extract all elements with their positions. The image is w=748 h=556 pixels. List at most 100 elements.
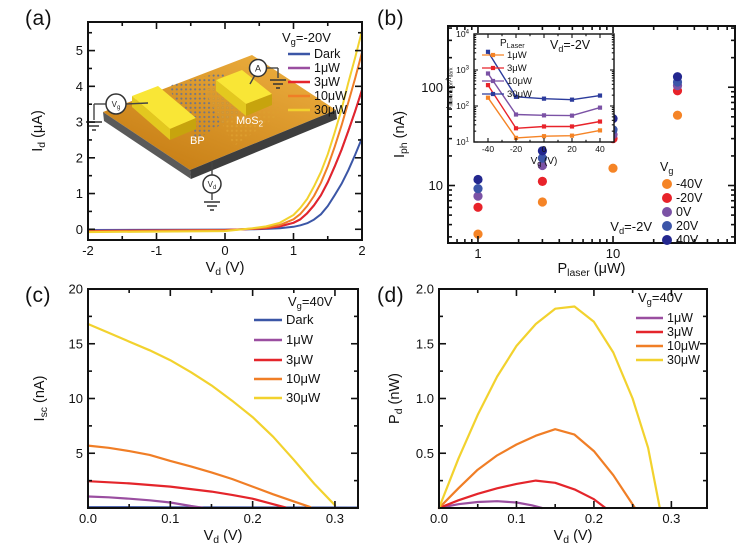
y-tick-label: 1.0 (416, 391, 434, 406)
legend-label: 3μW (286, 352, 314, 367)
y-tick-label: 10 (429, 178, 443, 193)
device-substrate-edge-left (103, 112, 191, 179)
series-line-10μW (86, 444, 312, 509)
legend-label: 10μW (314, 89, 347, 103)
scatter-point--40V (672, 110, 683, 120)
legend-label: 20V (676, 219, 699, 233)
device-drain-circuit (204, 162, 220, 211)
x-tick-label: 40 (595, 144, 605, 154)
x-axis-label: Vd (V) (206, 260, 245, 278)
x-tick-label: 20 (567, 144, 577, 154)
y-tick-label: 0 (76, 222, 83, 237)
series-marker-3μW (485, 83, 491, 88)
series-marker-1μW (569, 133, 575, 138)
legend-label: 3μW (314, 75, 340, 89)
device-mos2-label: MoS2 (236, 115, 264, 129)
series-marker-30μW (513, 94, 519, 99)
x-axis-label: Vd (V) (204, 528, 243, 546)
legend-label: 30μW (507, 89, 532, 100)
legend-swatch (662, 193, 672, 203)
series-marker-30μW (597, 93, 603, 98)
x-tick-label: 0.2 (244, 511, 262, 526)
x-axis-label: Vg (V) (531, 156, 558, 168)
scatter-point-20V (473, 184, 483, 194)
scatter-point-0V (537, 160, 547, 171)
x-tick-label: -20 (510, 144, 523, 154)
series-marker-3μW (569, 124, 575, 129)
x-tick-label: 0.0 (430, 511, 448, 526)
y-tick-label: 5 (76, 43, 83, 58)
series-marker-10μW (485, 71, 491, 76)
legend-title: Vg=40V (288, 294, 333, 311)
series-marker-30μW (569, 97, 575, 102)
x-tick-label: 0.0 (79, 511, 97, 526)
legend-label: 10μW (507, 76, 532, 87)
scatter-point--40V (473, 229, 483, 239)
legend-title: Vg=40V (638, 290, 683, 307)
legend-title: PLaser (500, 38, 525, 50)
series-line-3μW (86, 480, 287, 509)
device-gate-label: Vg (112, 100, 121, 111)
series-marker-3μW (541, 124, 547, 129)
legend-label: 40V (676, 233, 699, 247)
scatter-point--40V (608, 163, 618, 173)
legend-label: 30μW (314, 103, 347, 117)
series-line-3μW (437, 479, 607, 510)
legend-swatch (662, 235, 672, 245)
device-right-electrode (216, 70, 272, 116)
x-axis-label: Vd (V) (554, 528, 593, 546)
y-tick-label: 2 (76, 150, 83, 165)
y-tick-label: 1 (76, 186, 83, 201)
legend-swatch-marker (490, 91, 496, 97)
legend-label: 3μW (507, 63, 527, 74)
x-tick-label: 0.1 (161, 511, 179, 526)
x-tick-label: 1 (290, 243, 297, 258)
plot-frame (447, 25, 736, 244)
y-tick-label: 1.5 (416, 336, 434, 351)
y-axis-label: Iph (nA) (392, 111, 410, 158)
x-tick-label: 1 (474, 246, 481, 261)
legend-title: Vg=-20V (282, 30, 331, 47)
scatter-point-20V (537, 153, 547, 163)
y-axis-label: Isc (nA) (32, 376, 50, 422)
y-tick-label: 2.0 (416, 282, 434, 297)
series-line-1μW (437, 500, 544, 510)
y-tick-label: 101 (456, 137, 469, 147)
scatter-point--20V (537, 176, 547, 186)
series-marker-10μW (513, 112, 519, 117)
series-line-10μW (437, 428, 637, 510)
series-marker-1μW (485, 95, 491, 100)
plot-frame (87, 21, 363, 241)
device-substrate-edge-right (190, 110, 337, 179)
x-tick-label: 0 (221, 243, 228, 258)
panel-c-chart: 0.0 0.1 0.2 0.3 5 10 15 20 Vd (V) Isc (nA) Vg=40VD… (32, 282, 360, 546)
y-tick-label: 3 (76, 115, 83, 130)
series-marker-10μW (541, 113, 547, 118)
panel-a-chart: BP MoS2 Vg A (30, 21, 366, 278)
legend-label: 1μW (507, 50, 527, 61)
y-tick-label: 0.5 (416, 446, 434, 461)
panel-label-d: (d) (377, 284, 405, 307)
legend-title: Vg (660, 160, 673, 176)
plot-frame (87, 288, 359, 509)
device-drain-label: Vd (208, 180, 217, 191)
series-marker-1μW (597, 128, 603, 133)
device-left-electrode (132, 86, 196, 140)
device-bp-label: BP (190, 135, 205, 147)
y-tick-label: 20 (69, 282, 83, 297)
panel-label-b: (b) (377, 7, 405, 30)
scatter-point-0V (473, 191, 483, 201)
legend-swatch-marker (490, 52, 496, 58)
panel-label-a: (a) (25, 7, 53, 30)
y-tick-label: 102 (456, 101, 469, 111)
x-tick-label: 0.3 (662, 511, 680, 526)
y-tick-label: 15 (69, 336, 83, 351)
x-axis-label: Plaser (μW) (557, 261, 625, 278)
y-tick-label: 4 (76, 79, 83, 94)
legend-label: 1μW (314, 61, 340, 75)
legend-swatch-marker (490, 65, 496, 71)
ground-symbol (204, 201, 220, 211)
legend-label: 1μW (667, 311, 693, 325)
device-gate-node (105, 93, 127, 115)
series-marker-1μW (541, 134, 547, 139)
